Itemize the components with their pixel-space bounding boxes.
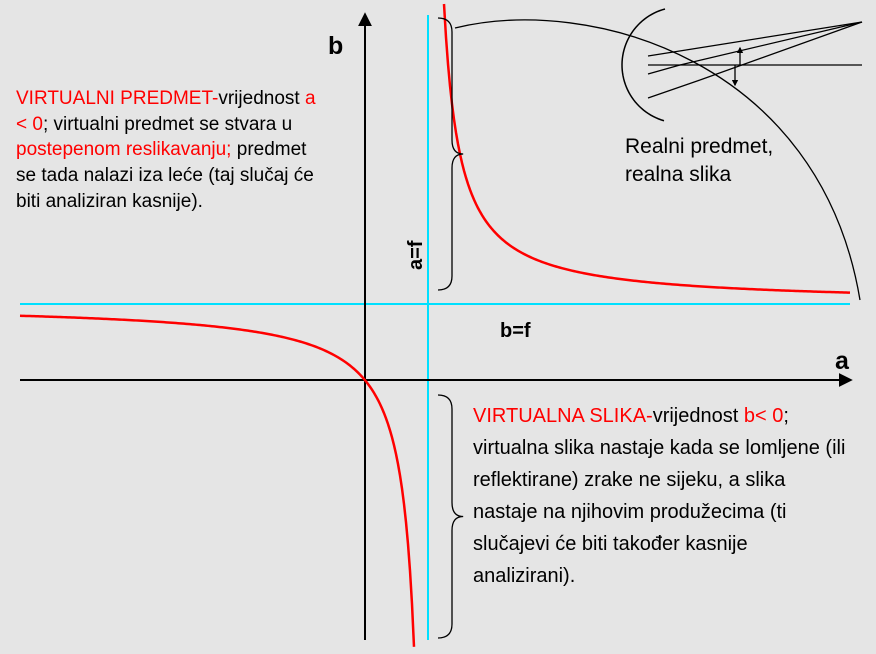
brace-top <box>438 18 463 290</box>
label-a: a <box>835 345 849 379</box>
text-virtual-object: VIRTUALNI PREDMET-vrijednost a < 0; virt… <box>16 86 326 214</box>
raydiagram-ray-2 <box>680 22 862 65</box>
caption-real: Realni predmet,realna slika <box>625 133 845 190</box>
label-bf: b=f <box>500 318 531 345</box>
raydiagram-ray-0 <box>686 22 862 50</box>
diagram-canvas: b a b=f a=f Realni predmet,realna slika VIRTU… <box>0 0 876 654</box>
text-virtual-image: VIRTUALNA SLIKA-vrijednost b< 0; virtual… <box>473 400 853 592</box>
label-af: a=f <box>403 241 430 270</box>
brace-bottom <box>438 395 463 638</box>
raydiagram-ray-ext-1 <box>648 80 700 98</box>
raydiagram-ray-1 <box>700 22 862 80</box>
label-b: b <box>328 30 343 64</box>
raydiagram-ray-ext-2 <box>648 65 680 74</box>
curve-branch-left <box>20 316 414 647</box>
